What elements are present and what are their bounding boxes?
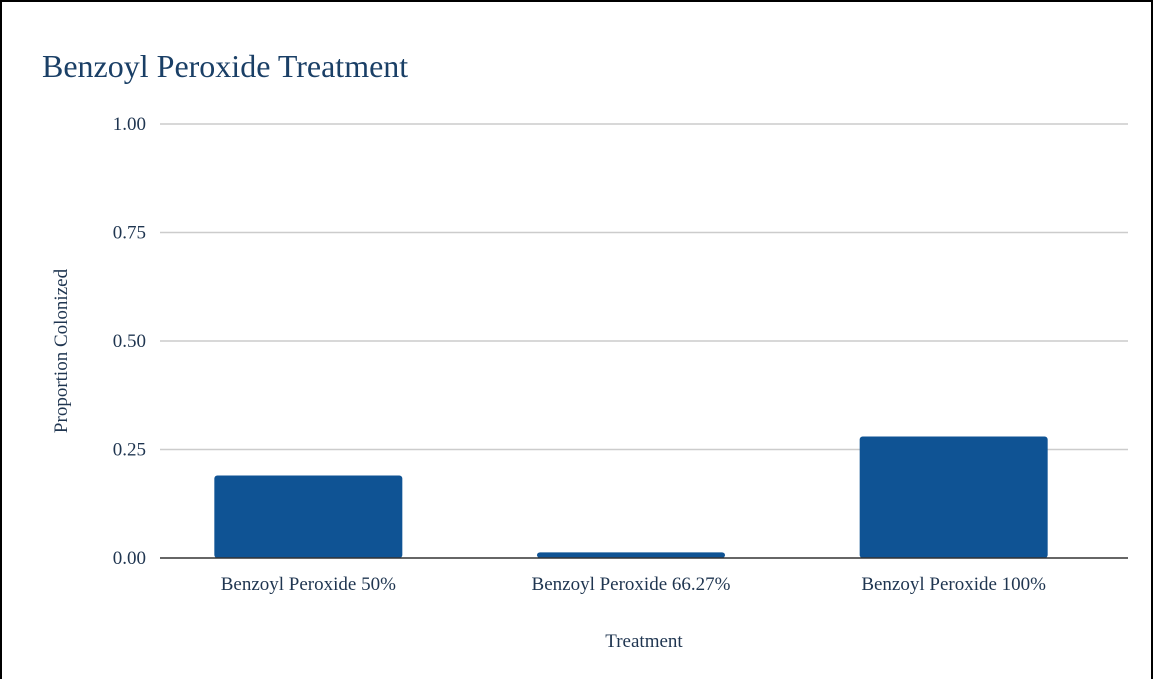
- bar: [859, 436, 1048, 558]
- y-tick-label: 0.50: [113, 331, 146, 352]
- x-category-labels: Benzoyl Peroxide 50% Benzoyl Peroxide 66.…: [221, 574, 1046, 595]
- chart-title: Benzoyl Peroxide Treatment: [42, 48, 409, 84]
- x-axis-title: Treatment: [605, 631, 683, 652]
- bar: [214, 475, 403, 558]
- y-tick-label: 0.75: [113, 223, 146, 244]
- y-tick-labels: 0.00 0.25 0.50 0.75 1.00: [113, 114, 146, 569]
- bars: [214, 436, 1048, 558]
- x-category-label: Benzoyl Peroxide 66.27%: [532, 574, 731, 595]
- x-category-label: Benzoyl Peroxide 50%: [221, 574, 396, 595]
- bar: [537, 552, 725, 558]
- x-category-label: Benzoyl Peroxide 100%: [861, 574, 1046, 595]
- y-tick-label: 0.25: [113, 440, 146, 461]
- y-axis-title: Proportion Colonized: [51, 268, 72, 433]
- y-tick-label: 0.00: [113, 548, 146, 569]
- gridlines: [160, 123, 1128, 451]
- y-tick-label: 1.00: [113, 114, 146, 135]
